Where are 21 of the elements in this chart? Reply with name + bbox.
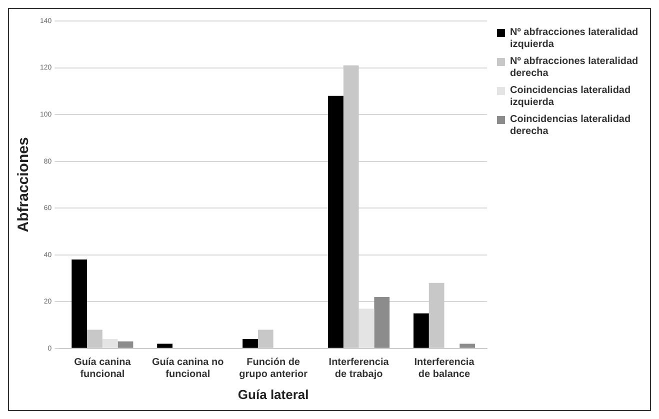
legend-label: Nº abfracciones lateralidad derecha bbox=[510, 56, 640, 80]
bar bbox=[102, 339, 118, 348]
legend-label: Nº abfracciones lateralidad izquierda bbox=[510, 27, 640, 51]
y-axis-title: Abfracciones bbox=[15, 137, 32, 232]
x-tick-label: Guía canina no funcional bbox=[152, 357, 224, 380]
legend-label: Coincidencias lateralidad izquierda bbox=[510, 85, 632, 109]
x-tick-label: Guía canina funcional bbox=[74, 357, 132, 380]
bar bbox=[118, 341, 134, 348]
bar bbox=[414, 313, 429, 348]
bar bbox=[358, 308, 374, 348]
x-tick-label: Interferencia de balance bbox=[414, 357, 475, 380]
bar bbox=[242, 339, 258, 348]
bar bbox=[157, 344, 172, 348]
bar bbox=[328, 96, 344, 348]
legend-label: Coincidencias lateralidad derecha bbox=[510, 114, 632, 138]
x-tick-label: Interferencia de trabajo bbox=[328, 357, 390, 380]
bar bbox=[460, 344, 476, 348]
bar bbox=[72, 260, 88, 348]
x-tick-label: Función de grupo anterior bbox=[239, 357, 308, 380]
bar bbox=[374, 296, 390, 348]
x-axis-title: Guía lateral bbox=[238, 386, 309, 402]
